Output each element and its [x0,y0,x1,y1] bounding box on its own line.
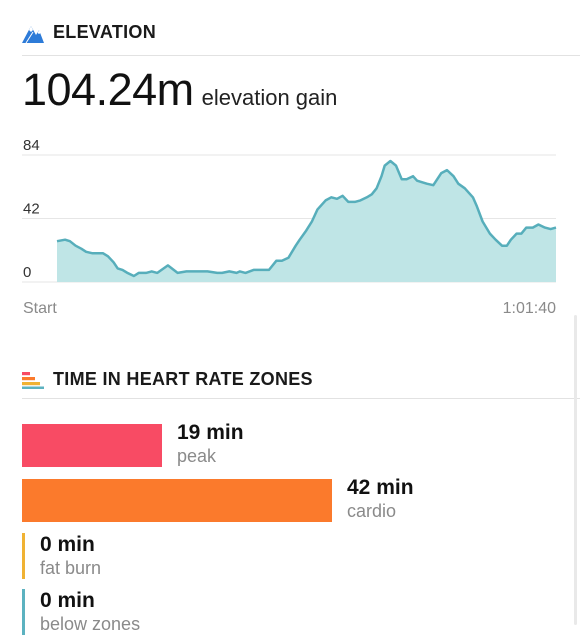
elevation-chart: 0 42 84 Start 1:01:40 [22,140,557,317]
zone-peak-bar [22,424,162,467]
elevation-divider [22,55,580,56]
elevation-area [57,161,556,282]
zone-fat-burn-bar [22,533,25,579]
zone-below-zones-bar [22,589,25,635]
zone-below-zones: 0 min below zones [22,589,562,639]
zone-cardio: 42 min cardio [22,476,562,526]
zone-fat-burn: 0 min fat burn [22,533,562,583]
elevation-gain-value: 104.24m [22,64,194,115]
zone-fat-burn-value: 0 min [40,533,95,556]
elevation-title: ELEVATION [53,22,157,42]
y-tick-label-0: 0 [23,264,31,281]
chart-axis-labels: 0 42 84 Start 1:01:40 [23,140,556,317]
x-tick-label-start: Start [23,300,57,317]
bars-icon [22,371,44,389]
heart-rate-title: TIME IN HEART RATE ZONES [53,369,313,389]
heart-rate-divider [22,398,580,399]
scrollbar[interactable] [574,315,577,625]
y-tick-label-42: 42 [23,201,40,218]
mountain-icon [22,25,44,43]
zone-peak-label: peak [177,446,217,466]
elevation-gain: 104.24m elevation gain [22,64,337,116]
zone-below-zones-label: below zones [40,614,141,634]
elevation-header: ELEVATION [22,22,156,43]
zone-cardio-label: cardio [347,501,397,521]
zone-peak: 19 min peak [22,421,562,471]
zone-below-zones-value: 0 min [40,589,95,612]
elevation-line [56,159,557,278]
zone-cardio-value: 42 min [347,476,414,499]
zone-fat-burn-label: fat burn [40,558,102,578]
heart-rate-header: TIME IN HEART RATE ZONES [22,369,313,390]
y-tick-label-84: 84 [23,140,40,154]
zone-peak-value: 19 min [177,421,244,444]
elevation-gain-label: elevation gain [201,85,338,110]
zone-cardio-bar [22,479,332,522]
x-tick-label-end: 1:01:40 [503,300,556,317]
